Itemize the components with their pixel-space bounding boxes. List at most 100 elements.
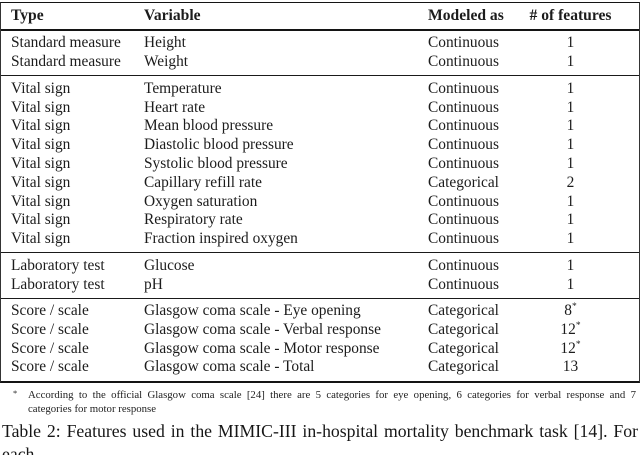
cell-variable: Respiratory rate bbox=[144, 211, 243, 229]
cell-variable: Fraction inspired oxygen bbox=[144, 230, 298, 248]
cell-num-features: 1 bbox=[566, 211, 575, 229]
cell-modeled-as: Continuous bbox=[428, 230, 499, 248]
cell-variable: Capillary refill rate bbox=[144, 173, 262, 191]
table-row: Score / scale Glasgow coma scale - Total C… bbox=[1, 358, 639, 377]
caption-line-1: Table 2: Features used in the MIMIC-III … bbox=[2, 421, 638, 455]
cell-num-features: 1 bbox=[566, 230, 575, 248]
column-header-num-features: # of features bbox=[529, 6, 612, 24]
cell-num-features: 1 bbox=[566, 79, 575, 97]
footnote-asterisk: * bbox=[575, 320, 581, 331]
cell-num-features: 1 bbox=[566, 275, 575, 293]
cell-modeled-as: Continuous bbox=[428, 192, 499, 210]
cell-variable: Glasgow coma scale - Verbal response bbox=[144, 320, 381, 338]
cell-type: Vital sign bbox=[11, 211, 71, 229]
cell-modeled-as: Continuous bbox=[428, 53, 499, 71]
footnote-text: According to the official Glasgow coma s… bbox=[28, 389, 636, 416]
cell-type: Score / scale bbox=[11, 339, 89, 357]
cell-type: Vital sign bbox=[11, 136, 71, 154]
cell-modeled-as: Continuous bbox=[428, 136, 499, 154]
cell-type: Score / scale bbox=[11, 302, 89, 320]
cell-type: Vital sign bbox=[11, 192, 71, 210]
cell-type: Standard measure bbox=[11, 34, 121, 52]
table-row: Vital sign Temperature Continuous 1 bbox=[1, 80, 639, 99]
footnote-line-2: categories for motor response bbox=[28, 402, 157, 415]
column-header-modeled-as: Modeled as bbox=[428, 6, 504, 24]
cell-modeled-as: Continuous bbox=[428, 211, 499, 229]
column-header-type: Type bbox=[11, 6, 44, 24]
cell-type: Vital sign bbox=[11, 117, 71, 135]
table-row: Standard measure Weight Continuous 1 bbox=[1, 53, 639, 72]
cell-variable: Height bbox=[144, 34, 186, 52]
cell-modeled-as: Continuous bbox=[428, 98, 499, 116]
footnote-line-1: According to the official Glasgow coma s… bbox=[28, 389, 636, 401]
table-caption: Table 2: Features used in the MIMIC-III … bbox=[2, 420, 638, 455]
cell-variable: Glasgow coma scale - Total bbox=[144, 358, 315, 376]
cell-num-features: 12* bbox=[560, 320, 581, 338]
cell-num-features: 8* bbox=[564, 301, 577, 320]
table-section: Vital sign Temperature Continuous 1 Vital si… bbox=[1, 76, 639, 254]
cell-modeled-as: Categorical bbox=[428, 320, 499, 338]
cell-modeled-as: Categorical bbox=[428, 173, 499, 191]
cell-modeled-as: Categorical bbox=[428, 358, 499, 376]
column-header-variable: Variable bbox=[144, 6, 201, 24]
cell-num-features: 1 bbox=[566, 136, 575, 154]
cell-num-features: 1 bbox=[566, 34, 575, 52]
cell-type: Vital sign bbox=[11, 98, 71, 116]
cell-type: Laboratory test bbox=[11, 256, 105, 274]
cell-variable: Mean blood pressure bbox=[144, 117, 274, 135]
cell-num-features: 1 bbox=[566, 117, 575, 135]
cell-num-features: 13 bbox=[562, 358, 579, 376]
table-header-row: Type Variable Modeled as # of features bbox=[1, 3, 639, 31]
footnote-asterisk: * bbox=[571, 301, 577, 312]
cell-type: Standard measure bbox=[11, 53, 121, 71]
footnote-asterisk: * bbox=[575, 339, 581, 350]
cell-variable: Systolic blood pressure bbox=[144, 154, 288, 172]
cell-variable: pH bbox=[144, 275, 163, 293]
table-row: Laboratory test Glucose Continuous 1 bbox=[1, 257, 639, 276]
cell-variable: Temperature bbox=[144, 79, 222, 97]
cell-modeled-as: Continuous bbox=[428, 256, 499, 274]
cell-variable: Weight bbox=[144, 53, 189, 71]
cell-type: Vital sign bbox=[11, 230, 71, 248]
table-row: Vital sign Diastolic blood pressure Contin… bbox=[1, 136, 639, 155]
cell-num-features: 1 bbox=[566, 154, 575, 172]
cell-variable: Glucose bbox=[144, 256, 195, 274]
cell-type: Laboratory test bbox=[11, 275, 105, 293]
cell-variable: Diastolic blood pressure bbox=[144, 136, 294, 154]
table-row: Score / scale Glasgow coma scale - Verbal… bbox=[1, 321, 639, 340]
table-row: Score / scale Glasgow coma scale - Motor … bbox=[1, 340, 639, 359]
cell-variable: Glasgow coma scale - Eye opening bbox=[144, 302, 361, 320]
cell-num-features: 2 bbox=[566, 173, 575, 191]
cell-type: Vital sign bbox=[11, 79, 71, 97]
table-section: Standard measure Height Continuous 1 Standar… bbox=[1, 31, 639, 77]
table-row: Standard measure Height Continuous 1 bbox=[1, 34, 639, 53]
cell-type: Vital sign bbox=[11, 154, 71, 172]
cell-variable: Oxygen saturation bbox=[144, 192, 258, 210]
cell-num-features: 1 bbox=[566, 98, 575, 116]
features-table: Type Variable Modeled as # of features S… bbox=[0, 2, 640, 383]
cell-modeled-as: Categorical bbox=[428, 302, 499, 320]
cell-type: Vital sign bbox=[11, 173, 71, 191]
table-row: Vital sign Systolic blood pressure Continu… bbox=[1, 155, 639, 174]
table-section: Score / scale Glasgow coma scale - Eye op… bbox=[1, 299, 639, 381]
table-footnote: * According to the official Glasgow coma… bbox=[13, 388, 636, 416]
cell-type: Score / scale bbox=[11, 320, 89, 338]
table-body: Standard measure Height Continuous 1 Standar… bbox=[1, 31, 639, 381]
table-row: Vital sign Oxygen saturation Continuous 1 bbox=[1, 193, 639, 212]
table-row: Score / scale Glasgow coma scale - Eye op… bbox=[1, 302, 639, 321]
cell-variable: Glasgow coma scale - Motor response bbox=[144, 339, 380, 357]
table-row: Vital sign Mean blood pressure Continuous 1 bbox=[1, 117, 639, 136]
cell-num-features: 1 bbox=[566, 256, 575, 274]
cell-modeled-as: Categorical bbox=[428, 339, 499, 357]
cell-type: Score / scale bbox=[11, 358, 89, 376]
table-row: Vital sign Heart rate Continuous 1 bbox=[1, 99, 639, 118]
table-row: Vital sign Respiratory rate Continuous 1 bbox=[1, 211, 639, 230]
cell-modeled-as: Continuous bbox=[428, 154, 499, 172]
table-row: Laboratory test pH Continuous 1 bbox=[1, 276, 639, 295]
cell-modeled-as: Continuous bbox=[428, 275, 499, 293]
table-row: Vital sign Capillary refill rate Categoric… bbox=[1, 174, 639, 193]
cell-num-features: 12* bbox=[560, 339, 581, 357]
table-row: Vital sign Fraction inspired oxygen Contin… bbox=[1, 230, 639, 249]
table-section: Laboratory test Glucose Continuous 1 Laborat… bbox=[1, 253, 639, 299]
